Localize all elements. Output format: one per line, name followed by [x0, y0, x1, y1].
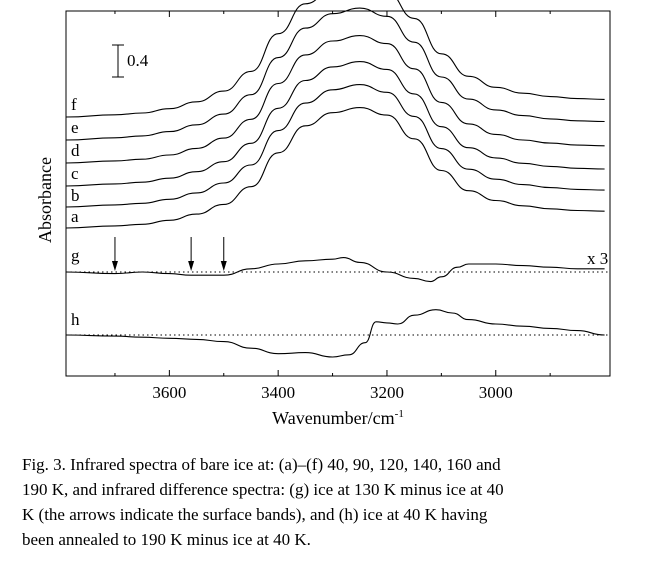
series-c-label: c: [71, 164, 79, 183]
multiplier-label: x 3: [587, 249, 608, 268]
series-g-line: [65, 257, 605, 283]
caption-line: 190 K, and infrared difference spectra: …: [22, 480, 504, 499]
x-tick-label: 3400: [261, 383, 295, 402]
surface-band-arrows: [111, 237, 227, 271]
series-h-line: [65, 309, 605, 358]
x-tick-label: 3200: [370, 383, 404, 402]
dotted-baselines: [66, 271, 610, 336]
figure-caption: Fig. 3. Infrared spectra of bare ice at:…: [22, 452, 634, 552]
x-axis-label: Wavenumber/cm-1: [272, 408, 404, 428]
x-tick-label: 3600: [152, 383, 186, 402]
series-a-label: a: [71, 207, 79, 226]
caption-line: been annealed to 190 K minus ice at 40 K…: [22, 530, 311, 549]
x-axis-label-text: Wavenumber/cm: [272, 408, 395, 428]
series-h-label: h: [71, 310, 80, 329]
caption-line: K (the arrows indicate the surface bands…: [22, 505, 488, 524]
y-axis-label: Absorbance: [35, 157, 55, 243]
scale-bar: 0.4: [112, 44, 149, 78]
arrow-head: [188, 261, 195, 271]
series-g-label: g: [71, 246, 80, 265]
x-axis-label-sup: -1: [395, 408, 404, 420]
series-e-label: e: [71, 118, 79, 137]
series-b-line: [65, 84, 605, 208]
caption-line: Fig. 3. Infrared spectra of bare ice at:…: [22, 455, 501, 474]
series-f-line: [65, 0, 605, 118]
series-f-label: f: [71, 95, 77, 114]
scale-bar-label: 0.4: [127, 51, 149, 70]
x-axis-ticks: 3600 3400 3200 3000: [114, 11, 551, 402]
spectra-curves: [65, 0, 605, 358]
arrow-head: [220, 261, 227, 271]
series-d-label: d: [71, 141, 80, 160]
x-tick-label: 3000: [479, 383, 513, 402]
series-b-label: b: [71, 186, 80, 205]
series-e-line: [65, 7, 605, 141]
series-a-line: [65, 107, 605, 229]
series-d-line: [65, 35, 605, 164]
arrow-head: [111, 261, 118, 271]
plot-frame: [65, 10, 611, 377]
series-c-line: [65, 61, 605, 187]
